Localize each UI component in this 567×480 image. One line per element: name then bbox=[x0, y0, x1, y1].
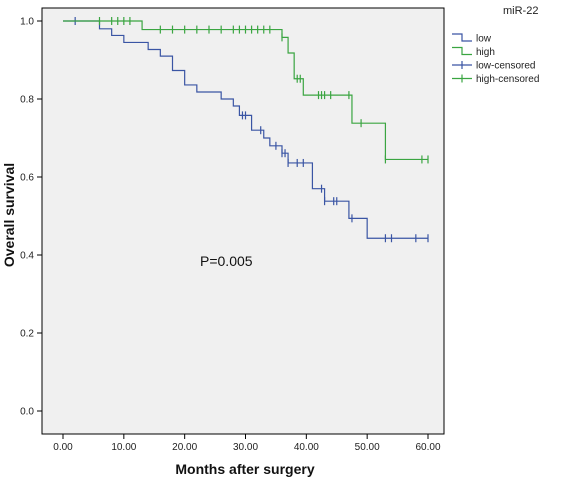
y-tick-label: 0.0 bbox=[20, 407, 34, 418]
x-tick-label: 0.00 bbox=[53, 442, 73, 453]
legend-title: miR-22 bbox=[503, 5, 538, 17]
legend-entry: low-censored bbox=[476, 61, 535, 72]
series-line-low bbox=[63, 20, 428, 239]
series-line-high bbox=[63, 20, 428, 161]
y-tick-label: 1.0 bbox=[20, 17, 34, 28]
x-tick-label: 60.00 bbox=[415, 442, 440, 453]
x-tick-label: 30.00 bbox=[233, 442, 258, 453]
x-axis-title: Months after surgery bbox=[175, 461, 314, 477]
legend-entry: low bbox=[476, 34, 492, 45]
y-axis-title: Overall survival bbox=[1, 163, 17, 267]
legend-entry: high-censored bbox=[476, 74, 539, 85]
legend-swatch bbox=[452, 46, 472, 56]
series-layer bbox=[63, 17, 429, 243]
legend-entry: high bbox=[476, 47, 495, 58]
y-tick-label: 0.4 bbox=[20, 251, 34, 262]
p-value-annotation: P=0.005 bbox=[200, 253, 253, 269]
legend: miR-22 low high low-censored high-censored bbox=[452, 5, 539, 85]
legend-swatch bbox=[452, 33, 472, 42]
x-tick-label: 20.00 bbox=[172, 442, 197, 453]
x-tick-label: 50.00 bbox=[355, 442, 380, 453]
x-axis-ticks: 0.00 10.00 20.00 30.00 40.00 50.00 60.00 bbox=[53, 434, 441, 453]
x-tick-label: 40.00 bbox=[294, 442, 319, 453]
x-tick-label: 10.00 bbox=[111, 442, 136, 453]
y-tick-label: 0.2 bbox=[20, 329, 34, 340]
plot-area bbox=[41, 7, 445, 435]
y-tick-label: 0.6 bbox=[20, 173, 34, 184]
y-tick-label: 0.8 bbox=[20, 95, 34, 106]
y-axis-ticks: 0.0 0.2 0.4 0.6 0.8 1.0 bbox=[20, 17, 42, 418]
